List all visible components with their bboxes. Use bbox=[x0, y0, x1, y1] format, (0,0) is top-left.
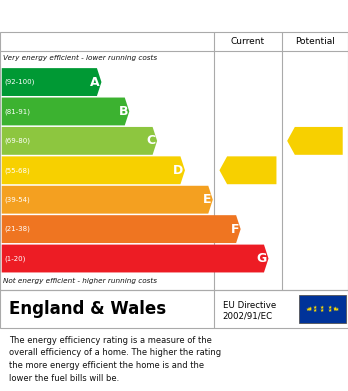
Text: (39-54): (39-54) bbox=[5, 196, 30, 203]
Polygon shape bbox=[2, 68, 102, 96]
Text: England & Wales: England & Wales bbox=[9, 300, 166, 318]
Text: ★: ★ bbox=[333, 306, 337, 310]
Text: (81-91): (81-91) bbox=[5, 108, 31, 115]
Text: Potential: Potential bbox=[295, 37, 335, 46]
Text: ★: ★ bbox=[320, 305, 324, 310]
Text: Energy Efficiency Rating: Energy Efficiency Rating bbox=[9, 9, 211, 23]
Polygon shape bbox=[287, 127, 343, 155]
Text: A: A bbox=[90, 75, 100, 88]
Polygon shape bbox=[2, 156, 185, 184]
Text: (55-68): (55-68) bbox=[5, 167, 30, 174]
Text: G: G bbox=[257, 252, 267, 265]
Text: ★: ★ bbox=[333, 307, 337, 312]
Text: F: F bbox=[231, 222, 239, 236]
Text: (69-80): (69-80) bbox=[5, 138, 31, 144]
Polygon shape bbox=[2, 215, 241, 243]
Polygon shape bbox=[220, 156, 276, 184]
Polygon shape bbox=[2, 186, 213, 213]
Text: E: E bbox=[203, 193, 211, 206]
Text: (1-20): (1-20) bbox=[5, 255, 26, 262]
Polygon shape bbox=[2, 127, 157, 155]
Text: ★: ★ bbox=[334, 307, 339, 312]
Text: ★: ★ bbox=[313, 305, 317, 310]
Text: ★: ★ bbox=[313, 308, 317, 313]
Text: ★: ★ bbox=[305, 307, 310, 312]
Text: 56: 56 bbox=[243, 164, 261, 177]
Text: 67: 67 bbox=[310, 135, 328, 147]
Text: EU Directive: EU Directive bbox=[223, 301, 276, 310]
Text: ★: ★ bbox=[327, 308, 332, 313]
Text: The energy efficiency rating is a measure of the
overall efficiency of a home. T: The energy efficiency rating is a measur… bbox=[9, 335, 221, 383]
Text: ★: ★ bbox=[327, 305, 332, 310]
Text: C: C bbox=[147, 135, 156, 147]
Text: ★: ★ bbox=[320, 308, 324, 313]
Text: (21-38): (21-38) bbox=[5, 226, 30, 232]
Text: Not energy efficient - higher running costs: Not energy efficient - higher running co… bbox=[3, 278, 158, 284]
Text: D: D bbox=[173, 164, 184, 177]
Bar bbox=[299, 295, 346, 323]
Polygon shape bbox=[2, 97, 129, 126]
Text: ★: ★ bbox=[307, 306, 311, 310]
Text: B: B bbox=[118, 105, 128, 118]
Text: 2002/91/EC: 2002/91/EC bbox=[223, 311, 273, 320]
Text: ★: ★ bbox=[307, 307, 311, 312]
Text: (92-100): (92-100) bbox=[5, 79, 35, 85]
Text: Current: Current bbox=[231, 37, 265, 46]
Polygon shape bbox=[2, 245, 268, 273]
Text: Very energy efficient - lower running costs: Very energy efficient - lower running co… bbox=[3, 55, 158, 61]
